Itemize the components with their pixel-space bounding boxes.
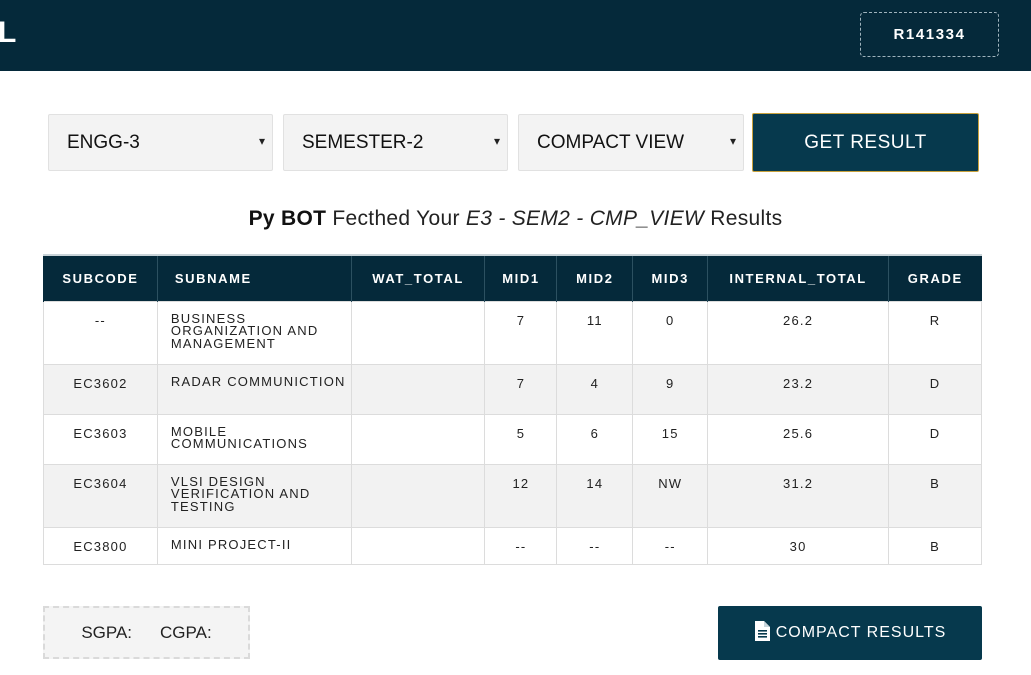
table-row: -- BUSINESS ORGANIZATION AND MANAGEMENT …	[43, 300, 982, 365]
cell-wat-total	[350, 463, 486, 528]
cell-wat-total	[350, 300, 486, 365]
view-select-value: COMPACT VIEW	[537, 131, 685, 153]
table-row: EC3800 MINI PROJECT-II -- -- -- 30 B	[43, 526, 982, 565]
cell-subname: VLSI DESIGN VERIFICATION AND TESTING	[156, 463, 352, 528]
cell-subcode: EC3800	[43, 526, 158, 565]
column-header-subcode: SUBCODE	[43, 254, 158, 301]
cell-mid1: 7	[484, 300, 558, 365]
semester-select-value: SEMESTER-2	[302, 131, 424, 153]
cell-subcode: --	[43, 300, 158, 365]
column-header-subname: SUBNAME	[156, 254, 352, 301]
cell-mid3: 9	[632, 363, 709, 415]
table-row: EC3603 MOBILE COMMUNICATIONS 5 6 15 25.6…	[43, 413, 982, 465]
cell-mid1: 5	[484, 413, 558, 465]
table-header-row: SUBCODE SUBNAME WAT_TOTAL MID1 MID2 MID3…	[43, 254, 982, 301]
cell-internal-total: 31.2	[707, 463, 890, 528]
compact-results-button[interactable]: COMPACT RESULTS	[718, 606, 982, 660]
cell-mid2: 11	[556, 300, 634, 365]
chevron-down-icon: ▾	[493, 134, 500, 148]
cell-grade: B	[888, 463, 982, 528]
chevron-down-icon: ▾	[729, 134, 736, 148]
results-heading: Py BOT Fecthed Your E3 - SEM2 - CMP_VIEW…	[0, 207, 1031, 231]
cell-mid2: 6	[556, 413, 634, 465]
user-id-button[interactable]: R141334	[860, 12, 999, 57]
column-header-mid1: MID1	[484, 254, 557, 301]
column-header-grade: GRADE	[888, 254, 982, 301]
cell-internal-total: 25.6	[707, 413, 890, 465]
column-header-mid3: MID3	[632, 254, 708, 301]
cell-internal-total: 30	[707, 526, 890, 565]
table-row: EC3602 RADAR COMMUNICTION 7 4 9 23.2 D	[43, 363, 982, 415]
cell-mid2: --	[556, 526, 634, 565]
column-header-mid2: MID2	[556, 254, 633, 301]
cell-mid3: --	[632, 526, 709, 565]
cell-internal-total: 23.2	[707, 363, 890, 415]
cell-wat-total	[350, 363, 486, 415]
table-row: EC3604 VLSI DESIGN VERIFICATION AND TEST…	[43, 463, 982, 528]
top-bar: L R141334	[0, 0, 1031, 71]
compact-results-label: COMPACT RESULTS	[775, 624, 947, 641]
cell-internal-total: 26.2	[707, 300, 890, 365]
cell-mid3: 15	[632, 413, 709, 465]
column-header-wat-total: WAT_TOTAL	[350, 254, 485, 301]
gpa-summary: SGPA: CGPA:	[43, 606, 250, 659]
brand-logo: L	[0, 16, 17, 49]
cell-subcode: EC3604	[43, 463, 158, 528]
cell-mid3: 0	[632, 300, 709, 365]
sgpa-label: SGPA:	[81, 622, 133, 642]
cell-grade: D	[888, 413, 982, 465]
cell-subname: MINI PROJECT-II	[156, 526, 352, 565]
heading-text-end: Results	[704, 207, 783, 230]
cell-wat-total	[350, 526, 486, 565]
cell-mid1: 12	[484, 463, 558, 528]
view-select[interactable]: COMPACT VIEW ▾	[518, 114, 744, 171]
cell-grade: B	[888, 526, 982, 565]
column-header-internal-total: INTERNAL_TOTAL	[707, 254, 889, 301]
get-result-button[interactable]: GET RESULT	[752, 113, 979, 172]
cell-mid2: 4	[556, 363, 634, 415]
cell-subcode: EC3602	[43, 363, 158, 415]
cell-grade: R	[888, 300, 982, 365]
result-tag: E3 - SEM2 - CMP_VIEW	[465, 207, 705, 230]
cell-wat-total	[350, 413, 486, 465]
cell-subname: MOBILE COMMUNICATIONS	[156, 413, 352, 465]
cell-mid3: NW	[632, 463, 709, 528]
cgpa-label: CGPA:	[160, 622, 212, 642]
semester-select[interactable]: SEMESTER-2 ▾	[283, 114, 508, 171]
cell-mid1: 7	[484, 363, 558, 415]
cell-grade: D	[888, 363, 982, 415]
heading-text: Fecthed Your	[326, 207, 466, 230]
branch-select[interactable]: ENGG-3 ▾	[48, 114, 273, 171]
cell-subname: RADAR COMMUNICTION	[156, 363, 352, 415]
branch-select-value: ENGG-3	[67, 131, 140, 153]
cell-mid2: 14	[556, 463, 634, 528]
document-icon	[754, 621, 770, 641]
results-table: SUBCODE SUBNAME WAT_TOTAL MID1 MID2 MID3…	[43, 254, 982, 565]
chevron-down-icon: ▾	[258, 134, 265, 148]
cell-subcode: EC3603	[43, 413, 158, 465]
bot-name: Py BOT	[248, 207, 327, 230]
cell-mid1: --	[484, 526, 558, 565]
cell-subname: BUSINESS ORGANIZATION AND MANAGEMENT	[156, 300, 352, 365]
